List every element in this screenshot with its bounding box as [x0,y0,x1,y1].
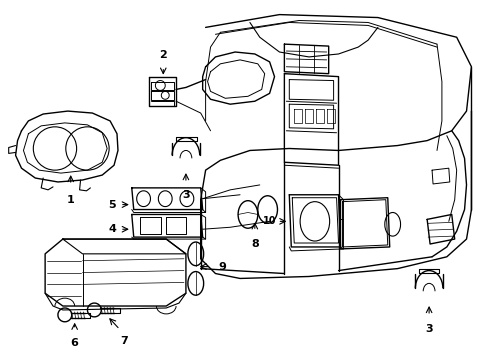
Text: 1: 1 [67,195,75,205]
Text: 3: 3 [425,324,432,334]
Text: 8: 8 [250,239,258,249]
Text: 7: 7 [120,336,127,346]
Text: 4: 4 [108,224,116,234]
Text: 9: 9 [218,262,226,272]
Text: 10: 10 [263,216,276,226]
Text: 6: 6 [71,338,79,347]
Text: 2: 2 [159,50,167,60]
Text: 3: 3 [182,190,189,200]
Text: 5: 5 [108,199,116,210]
